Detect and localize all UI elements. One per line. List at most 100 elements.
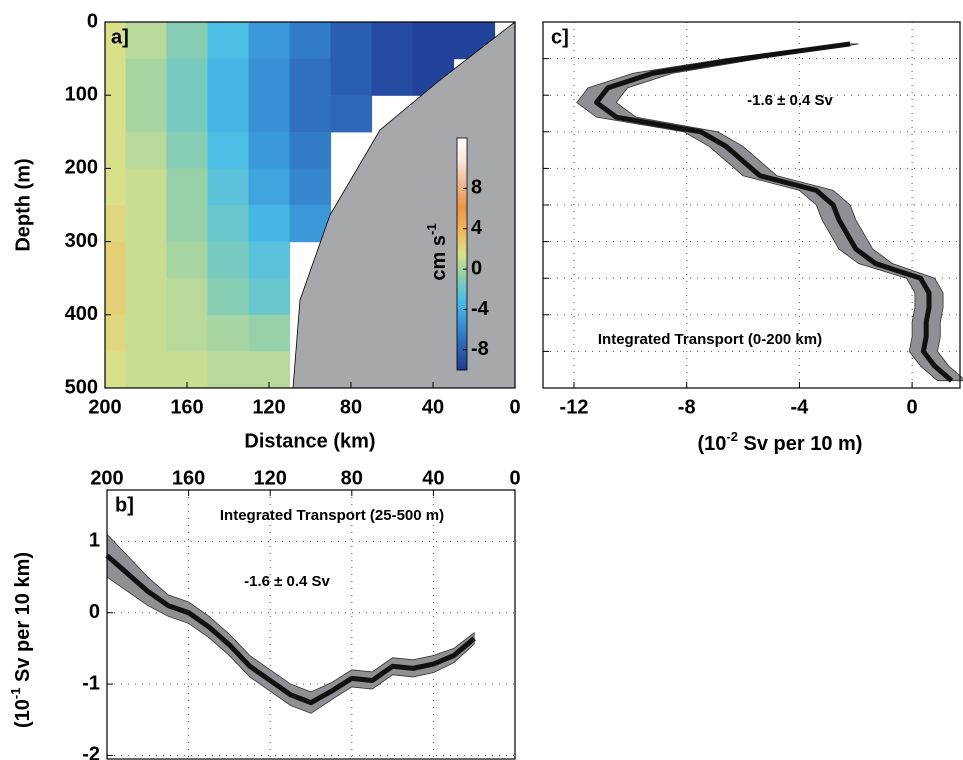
contour-cell: [166, 314, 209, 352]
colorbar-tick-label: 8: [471, 177, 482, 199]
contour-cell: [207, 314, 250, 352]
contour-cell: [125, 168, 168, 206]
contour-cell: [207, 95, 250, 133]
panel-label: b]: [115, 494, 134, 516]
contour-cell: [371, 58, 414, 96]
contour-cell: [289, 131, 332, 169]
contour-cell: [166, 241, 209, 279]
contour-cell: [248, 314, 291, 352]
y-tick-label: 1: [89, 530, 100, 552]
contour-cell: [125, 131, 168, 169]
y-axis-title-part: Sv per 10 km): [12, 552, 34, 688]
contour-cell: [330, 22, 373, 60]
contour-cell: [166, 205, 209, 243]
panel-title: Integrated Transport (0-200 km): [598, 331, 822, 348]
colorbar-label-part: -1: [424, 223, 439, 235]
panel-title: Integrated Transport (25-500 m): [220, 507, 444, 524]
y-tick-label: 400: [65, 303, 98, 325]
contour-cell: [105, 58, 127, 96]
contour-cell: [207, 131, 250, 169]
x-tick-label: 120: [252, 396, 285, 418]
contour-cell: [105, 168, 127, 206]
y-tick-label: 0: [89, 601, 100, 623]
contour-cell: [125, 95, 168, 133]
x-tick-label: 40: [422, 396, 444, 418]
x-tick-label: 80: [341, 467, 363, 489]
axes-frame: [542, 21, 961, 389]
contour-cell: [105, 278, 127, 316]
contour-cell: [248, 278, 291, 316]
contour-cell: [248, 351, 291, 388]
contour-cell: [248, 95, 291, 133]
x-tick-label: -12: [560, 396, 589, 418]
panel-label: a]: [111, 26, 129, 48]
contour-cell: [207, 22, 250, 60]
colorbar-label: cm s-1: [424, 223, 450, 280]
contour-cell: [330, 95, 373, 133]
mean-line: [105, 553, 476, 706]
colorbar-tick-label: 4: [471, 217, 483, 239]
x-axis-title: Distance (km): [244, 430, 375, 452]
contour-cell: [166, 278, 209, 316]
contour-cell: [207, 58, 250, 96]
contour-cell: [125, 314, 168, 352]
contour-cell: [166, 95, 209, 133]
contour-cell: [412, 22, 455, 60]
x-tick-label: 40: [422, 467, 444, 489]
contour-cell: [166, 131, 209, 169]
x-tick-label: 0: [509, 467, 520, 489]
x-tick-label: -4: [791, 396, 810, 418]
contour-cell: [125, 351, 168, 388]
contour-cell: [105, 314, 127, 352]
axes-frame: [104, 21, 516, 389]
contour-field: [105, 22, 496, 388]
contour-cell: [125, 278, 168, 316]
colorbar-tick-label: -4: [471, 298, 490, 320]
colorbar-label-part: cm s: [428, 235, 450, 281]
x-tick-label: 120: [254, 467, 287, 489]
contour-cell: [166, 168, 209, 206]
contour-cell: [105, 205, 127, 243]
x-axis-title-part: (10: [698, 433, 727, 455]
contour-cell: [248, 205, 291, 243]
contour-cell: [330, 58, 373, 96]
contour-cell: [166, 58, 209, 96]
contour-cell: [371, 22, 414, 60]
contour-cell: [248, 131, 291, 169]
contour-cell: [105, 351, 127, 388]
contour-cell: [166, 22, 209, 60]
panel-label: c]: [551, 26, 569, 48]
contour-cell: [105, 131, 127, 169]
x-tick-label: -8: [678, 396, 696, 418]
contour-cell: [248, 58, 291, 96]
x-tick-label: 80: [340, 396, 362, 418]
y-tick-label: 100: [65, 83, 98, 105]
x-axis-title-part: -2: [726, 429, 738, 444]
colorbar-tick-label: 0: [471, 257, 482, 279]
x-tick-label: 160: [172, 467, 205, 489]
x-tick-label: 160: [170, 396, 203, 418]
contour-cell: [105, 22, 127, 60]
y-axis-title: (10-1 Sv per 10 km): [8, 552, 34, 728]
annotation: -1.6 ± 0.4 Sv: [747, 92, 833, 109]
contour-cell: [248, 22, 291, 60]
contour-cell: [207, 241, 250, 279]
contour-cell: [289, 58, 332, 96]
x-tick-label: 200: [88, 396, 121, 418]
contour-cell: [105, 241, 127, 279]
contour-cell: [125, 22, 168, 60]
x-axis-title-part: Sv per 10 m): [738, 433, 863, 455]
colorbar: [456, 137, 468, 371]
contour-cell: [207, 205, 250, 243]
y-tick-label: 200: [65, 157, 98, 179]
contour-cell: [125, 241, 168, 279]
contour-cell: [125, 58, 168, 96]
contour-cell: [248, 168, 291, 206]
contour-cell: [289, 95, 332, 133]
y-tick-label: -1: [82, 672, 100, 694]
axes-frame: [106, 489, 516, 760]
y-axis-title-part: -1: [8, 688, 23, 700]
x-tick-label: 200: [90, 467, 123, 489]
contour-cell: [105, 95, 127, 133]
contour-cell: [166, 351, 209, 388]
